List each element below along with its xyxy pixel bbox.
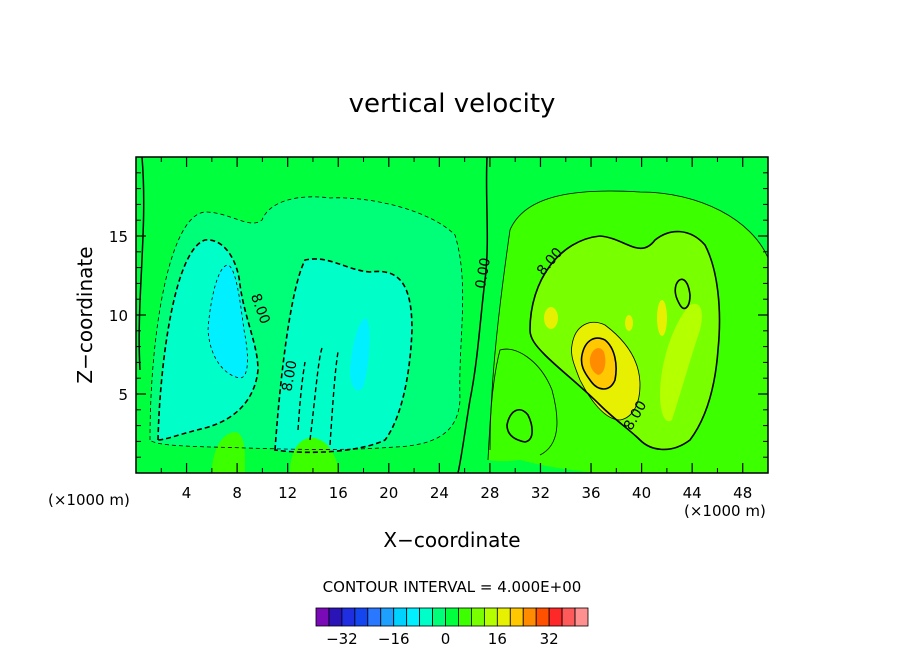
contour-zero-left-edge bbox=[138, 157, 145, 371]
x-tick-label: 48 bbox=[733, 484, 752, 502]
colorbar-swatch bbox=[419, 607, 433, 627]
colorbar-swatch bbox=[328, 607, 343, 627]
x-unit-left: (×1000 m) bbox=[48, 491, 130, 509]
colorbar-swatch bbox=[509, 607, 524, 627]
colorbar-swatch bbox=[574, 607, 589, 627]
colorbar-tick-label: 0 bbox=[441, 630, 451, 648]
contour-lines bbox=[138, 157, 768, 473]
contour-plus8-right-cell bbox=[674, 278, 691, 310]
x-tick-label: 44 bbox=[683, 484, 702, 502]
contour-label: 8.00 bbox=[279, 359, 300, 392]
downdraft-core-mid bbox=[275, 258, 412, 453]
surface-patch-right bbox=[590, 452, 600, 473]
downdraft-peak-mid bbox=[350, 318, 370, 391]
y-tick-label: 10 bbox=[109, 307, 128, 325]
contour-plus4-envelope bbox=[489, 190, 768, 451]
contour-zero bbox=[457, 157, 489, 473]
colorbar-swatch bbox=[471, 607, 485, 627]
contour-minus4 bbox=[149, 196, 464, 450]
velocity-field bbox=[136, 157, 768, 473]
contour-minus8-mid bbox=[274, 258, 413, 454]
x-axis-label: X−coordinate bbox=[383, 528, 520, 552]
colorbar-swatch bbox=[393, 607, 408, 627]
colorbar-tick-label: −32 bbox=[326, 630, 358, 648]
colorbar-swatch bbox=[445, 607, 459, 627]
contour-plus8 bbox=[529, 230, 721, 451]
colorbar-swatch bbox=[548, 607, 563, 627]
updraft-cell-thin bbox=[625, 315, 633, 331]
colorbar-swatch bbox=[406, 607, 421, 627]
colorbar-swatch bbox=[496, 607, 511, 627]
contour-minus8-strand-1 bbox=[297, 347, 339, 446]
updraft-cell-right bbox=[657, 300, 667, 336]
updraft-cell-small bbox=[544, 307, 558, 329]
colorbar-tick-label: 32 bbox=[540, 630, 559, 648]
surface-patch-mid bbox=[290, 437, 340, 473]
x-tick-label: 32 bbox=[531, 484, 550, 502]
colorbar-swatch bbox=[341, 607, 356, 627]
x-tick-label: 24 bbox=[430, 484, 449, 502]
contour-minus8-left bbox=[157, 239, 259, 441]
colorbar bbox=[315, 607, 589, 627]
colorbar-swatch bbox=[432, 607, 446, 627]
contour-plus8-small-cell bbox=[506, 409, 533, 443]
colorbar-swatch bbox=[380, 607, 395, 627]
updraft-branch-right bbox=[660, 303, 702, 422]
y-tick-label: 15 bbox=[109, 228, 128, 246]
contour-plus20 bbox=[580, 337, 617, 390]
x-tick-label: 8 bbox=[232, 484, 242, 502]
x-tick-label: 36 bbox=[581, 484, 600, 502]
contour-minus12-left bbox=[207, 264, 248, 379]
contour-plus12 bbox=[571, 321, 641, 421]
updraft-lower-lobe bbox=[488, 349, 557, 462]
x-tick-label: 16 bbox=[329, 484, 348, 502]
x-tick-label: 20 bbox=[379, 484, 398, 502]
y-axis-label: Z−coordinate bbox=[73, 246, 97, 383]
colorbar-tick-label: −16 bbox=[378, 630, 410, 648]
colorbar-swatch bbox=[458, 607, 472, 627]
downdraft-peak-left bbox=[208, 265, 248, 378]
surface-patch-left bbox=[212, 432, 246, 473]
colorbar-labels: −32 −16 0 16 32 bbox=[326, 630, 559, 648]
x-unit-right: (×1000 m) bbox=[684, 502, 766, 520]
x-tick-label: 4 bbox=[182, 484, 192, 502]
colorbar-swatch bbox=[535, 607, 550, 627]
x-tick-label: 12 bbox=[278, 484, 297, 502]
contour-interval: CONTOUR INTERVAL = 4.000E+00 bbox=[323, 578, 582, 596]
colorbar-swatch bbox=[561, 607, 576, 627]
chart-title: vertical velocity bbox=[349, 89, 556, 119]
contour-plus4-lower bbox=[487, 348, 558, 461]
colorbar-swatch bbox=[483, 607, 498, 627]
contour-label: 0.00 bbox=[473, 256, 494, 289]
colorbar-tick-label: 16 bbox=[488, 630, 507, 648]
y-tick-label: 5 bbox=[118, 386, 128, 404]
y-axis: 5 10 15 bbox=[109, 172, 768, 458]
updraft-peak bbox=[589, 348, 606, 375]
x-axis: 4 8 12 16 20 24 28 32 36 40 44 48 bbox=[160, 157, 752, 502]
colorbar-swatch bbox=[367, 607, 382, 627]
x-tick-label: 28 bbox=[480, 484, 499, 502]
colorbar-swatch bbox=[354, 607, 369, 627]
colorbar-swatch bbox=[315, 607, 330, 627]
x-tick-label: 40 bbox=[632, 484, 651, 502]
colorbar-swatch bbox=[522, 607, 537, 627]
